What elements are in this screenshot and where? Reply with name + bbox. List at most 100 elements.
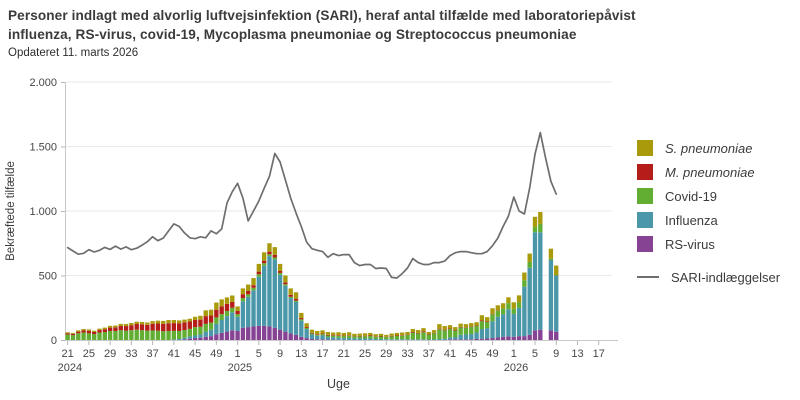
bar-segment bbox=[500, 303, 506, 309]
bar-segment bbox=[516, 307, 522, 337]
bar-segment bbox=[490, 338, 495, 340]
bar-segment bbox=[352, 336, 357, 339]
bar-segment bbox=[527, 261, 532, 268]
bar-segment bbox=[267, 251, 272, 255]
bar-segment bbox=[118, 323, 123, 326]
x-tick-label: 1 bbox=[235, 348, 241, 360]
bar-segment bbox=[161, 320, 166, 324]
legend-item-covid-19: Covid-19 bbox=[637, 184, 780, 208]
bar-segment bbox=[394, 335, 400, 337]
bar-segment bbox=[469, 323, 474, 327]
bar-segment bbox=[527, 267, 532, 335]
bar-segment bbox=[293, 301, 299, 335]
bar-segment bbox=[283, 275, 288, 283]
bar-segment bbox=[277, 263, 283, 271]
bar-segment bbox=[113, 325, 118, 328]
bar-segment bbox=[240, 294, 246, 299]
bar-segment bbox=[368, 335, 373, 337]
bar-segment bbox=[288, 333, 293, 340]
bar-segment bbox=[176, 320, 182, 324]
bar-segment bbox=[161, 331, 166, 340]
bar-segment bbox=[442, 329, 447, 331]
bar-segment bbox=[362, 333, 368, 336]
bar-segment bbox=[81, 332, 86, 340]
bar-segment bbox=[166, 323, 171, 331]
bar-segment bbox=[235, 316, 240, 331]
bar-segment bbox=[187, 338, 192, 340]
bar-segment bbox=[107, 330, 113, 340]
bar-segment bbox=[139, 321, 145, 325]
bar-segment bbox=[187, 321, 192, 329]
legend-item-sari-line: SARI-indlæggelser bbox=[637, 265, 780, 289]
bar-segment bbox=[113, 330, 118, 340]
x-tick-label: 45 bbox=[465, 348, 477, 360]
bar-segment bbox=[331, 332, 336, 336]
bar-segment bbox=[474, 322, 479, 326]
bar-segment bbox=[187, 318, 192, 322]
bar-segment bbox=[389, 333, 394, 336]
bar-segment bbox=[357, 338, 362, 340]
bar-segment bbox=[240, 327, 246, 340]
bar-segment bbox=[315, 339, 320, 340]
bar-segment bbox=[299, 312, 304, 319]
bar-segment bbox=[283, 284, 288, 286]
bar-segment bbox=[208, 322, 214, 330]
bar-segment bbox=[490, 321, 495, 339]
bar-segment bbox=[230, 312, 235, 331]
bar-segment bbox=[415, 333, 421, 340]
bar-segment bbox=[214, 302, 219, 310]
bar-segment bbox=[288, 296, 293, 299]
bar-segment bbox=[410, 329, 416, 333]
bar-segment bbox=[415, 330, 421, 333]
x-tick-label: 17 bbox=[593, 348, 605, 360]
bar-segment bbox=[357, 333, 362, 336]
bar-segment bbox=[92, 330, 97, 333]
bar-segment bbox=[86, 330, 92, 334]
bar-segment bbox=[118, 325, 123, 331]
bar-segment bbox=[336, 335, 341, 338]
bar-segment bbox=[532, 232, 538, 331]
bar-segment bbox=[511, 308, 516, 314]
x-tick-label: 21 bbox=[338, 348, 350, 360]
bar-segment bbox=[405, 334, 410, 335]
bar-segment bbox=[235, 330, 240, 340]
bar-segment bbox=[129, 322, 134, 326]
legend-item-s-pneumoniae: S. pneumoniae bbox=[637, 136, 780, 160]
bar-segment bbox=[453, 337, 458, 340]
bar-segment bbox=[288, 298, 293, 334]
bar-segment bbox=[272, 254, 277, 258]
x-tick-label: 21 bbox=[62, 348, 74, 360]
bar-segment bbox=[469, 326, 474, 327]
bar-segment bbox=[203, 323, 208, 332]
bar-segment bbox=[346, 338, 352, 340]
bar-segment bbox=[261, 265, 267, 326]
bar-segment bbox=[192, 338, 198, 340]
legend-label: Influenza bbox=[665, 212, 718, 228]
bar-segment bbox=[368, 332, 373, 336]
bar-segment bbox=[261, 263, 267, 266]
x-tick-label: 17 bbox=[316, 348, 328, 360]
bar-segment bbox=[208, 329, 214, 337]
legend-item-rs-virus: RS-virus bbox=[637, 232, 780, 256]
bar-segment bbox=[235, 310, 240, 315]
bar-segment bbox=[187, 328, 192, 337]
bar-segment bbox=[171, 320, 177, 324]
bar-segment bbox=[426, 332, 431, 335]
bar-segment bbox=[267, 326, 272, 340]
bar-segment bbox=[277, 329, 283, 340]
bar-segment bbox=[171, 330, 177, 340]
bar-segment bbox=[389, 336, 394, 340]
x-tick-label: 33 bbox=[401, 348, 413, 360]
bar-segment bbox=[246, 284, 251, 291]
bar-segment bbox=[400, 335, 405, 336]
bar-segment bbox=[246, 296, 251, 328]
bar-segment bbox=[453, 329, 458, 331]
bar-segment bbox=[182, 319, 187, 323]
bar-segment bbox=[500, 314, 506, 337]
bar-segment bbox=[532, 227, 538, 233]
x-tick-label: 29 bbox=[380, 348, 392, 360]
bar-segment bbox=[532, 330, 538, 340]
bar-segment bbox=[208, 336, 214, 340]
bar-segment bbox=[442, 330, 447, 339]
